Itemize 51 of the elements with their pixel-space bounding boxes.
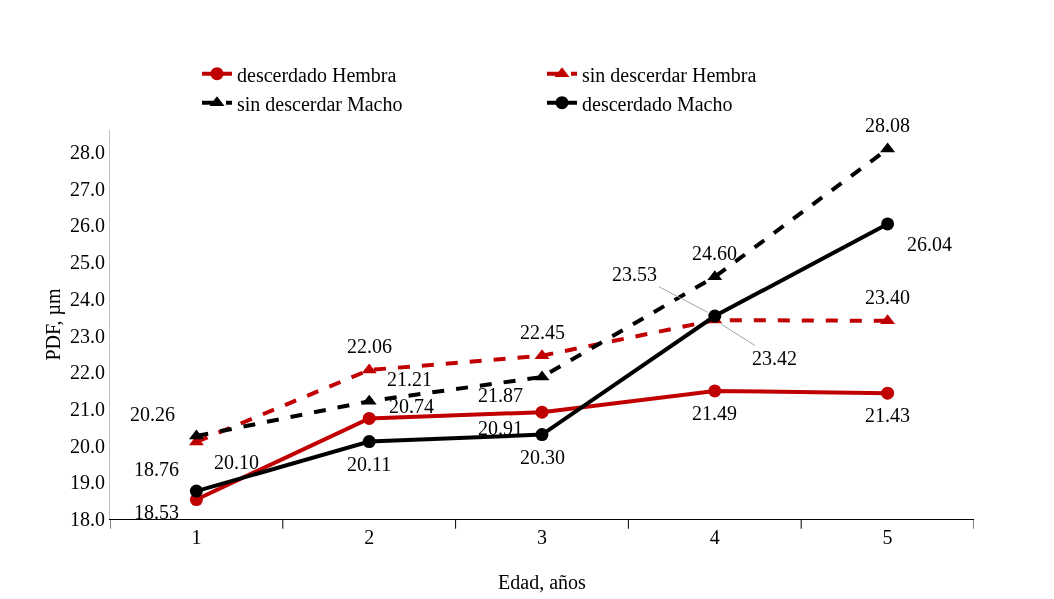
point (189, 484, 203, 498)
data-label: 21.87 (478, 384, 523, 406)
legend-label: sin descerdar Hembra (582, 63, 757, 86)
point (708, 384, 722, 398)
data-label: 20.10 (214, 451, 259, 473)
y-tick-label: 19.0 (70, 471, 105, 494)
x-tick-label: 1 (191, 526, 202, 548)
y-tick-label: 22.0 (70, 361, 105, 384)
legend-label: descerdado Macho (582, 92, 733, 115)
data-label: 22.45 (520, 321, 565, 343)
data-label: 23.40 (865, 286, 910, 308)
y-tick-label: 23.0 (70, 324, 105, 347)
legend-label: sin descerdar Macho (237, 92, 403, 115)
y-axis-title: PDF, µm (42, 287, 65, 361)
y-tick-label: 18.0 (70, 508, 105, 530)
data-label: 20.91 (478, 417, 523, 439)
x-tick-label: 2 (364, 526, 375, 548)
y-tick-label: 26.0 (70, 214, 105, 237)
legend-label: descerdado Hembra (237, 63, 397, 86)
data-label: 21.21 (387, 368, 432, 390)
data-label: 20.30 (520, 446, 565, 468)
point (535, 405, 549, 419)
y-tick-label: 28.0 (70, 141, 105, 164)
data-label: 23.42 (752, 347, 797, 369)
data-label: 21.43 (865, 404, 910, 426)
data-label: 20.74 (389, 395, 434, 417)
y-tick-label: 25.0 (70, 251, 105, 274)
data-label: 26.04 (907, 233, 952, 255)
x-tick-label: 4 (709, 526, 720, 548)
point (881, 217, 895, 231)
data-label: 18.76 (134, 458, 179, 480)
x-axis-title: Edad, años (498, 571, 587, 593)
data-label: 28.08 (865, 114, 910, 136)
point (362, 411, 376, 425)
x-tick-label: 5 (882, 526, 893, 548)
data-label: 22.06 (347, 335, 392, 357)
data-label: 21.49 (692, 402, 737, 424)
data-label: 24.60 (692, 242, 737, 264)
y-tick-label: 20.0 (70, 434, 105, 457)
point (881, 386, 895, 400)
point (362, 435, 376, 449)
point (535, 428, 549, 442)
y-tick-label: 27.0 (70, 177, 105, 200)
x-tick-label: 3 (537, 526, 547, 548)
y-tick-label: 21.0 (70, 397, 105, 420)
data-label: 23.53 (612, 263, 657, 285)
data-label: 20.11 (347, 453, 392, 475)
y-tick-label: 24.0 (70, 287, 105, 310)
point (708, 309, 722, 323)
data-label: 20.26 (130, 403, 175, 425)
data-label: 18.53 (134, 501, 179, 523)
